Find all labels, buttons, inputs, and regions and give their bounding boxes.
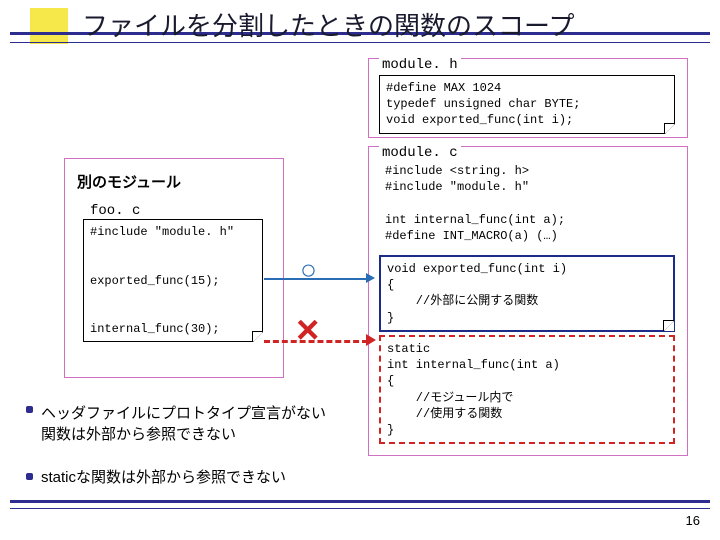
footer-rule-thick <box>10 500 710 503</box>
ok-symbol: ○ <box>300 254 317 286</box>
bullet-1-text: ヘッダファイルにプロトタイプ宣言がない 関数は外部から参照できない <box>41 402 326 444</box>
module-c-label: module. c <box>379 145 461 161</box>
bullet-dot-icon <box>26 406 33 413</box>
module-c-headers: #include <string. h> #include "module. h… <box>379 161 675 246</box>
bullet-2: staticな関数は外部から参照できない <box>26 466 286 487</box>
arrow-ok-head <box>366 273 375 283</box>
footer-rule-thin <box>10 508 710 509</box>
bullet-1: ヘッダファイルにプロトタイプ宣言がない 関数は外部から参照できない <box>26 402 326 444</box>
ng-symbol: × <box>296 308 319 353</box>
module-c-container: module. c #include <string. h> #include … <box>368 146 688 456</box>
other-module-container: 別のモジュール foo. c #include "module. h" expo… <box>64 158 284 378</box>
arrow-ng-line <box>264 340 368 343</box>
page-number: 16 <box>686 513 700 528</box>
module-c-exported-func: void exported_func(int i) { //外部に公開する関数 … <box>379 255 675 332</box>
module-h-label: module. h <box>379 57 461 73</box>
arrow-ng-head <box>366 334 376 346</box>
other-module-label: 別のモジュール <box>77 171 181 192</box>
module-h-code: #define MAX 1024 typedef unsigned char B… <box>379 75 675 134</box>
bullet-2-text: staticな関数は外部から参照できない <box>41 469 286 486</box>
module-c-internal-func: static int internal_func(int a) { //モジュー… <box>379 335 675 444</box>
header-accent <box>30 8 68 44</box>
foo-c-code: #include "module. h" exported_func(15); … <box>83 219 263 342</box>
module-h-container: module. h #define MAX 1024 typedef unsig… <box>368 58 688 138</box>
bullet-dot-icon <box>26 473 33 480</box>
arrow-ok-line <box>264 278 368 280</box>
page-title: ファイルを分割したときの関数のスコープ <box>82 6 574 43</box>
foo-c-label: foo. c <box>87 203 143 219</box>
